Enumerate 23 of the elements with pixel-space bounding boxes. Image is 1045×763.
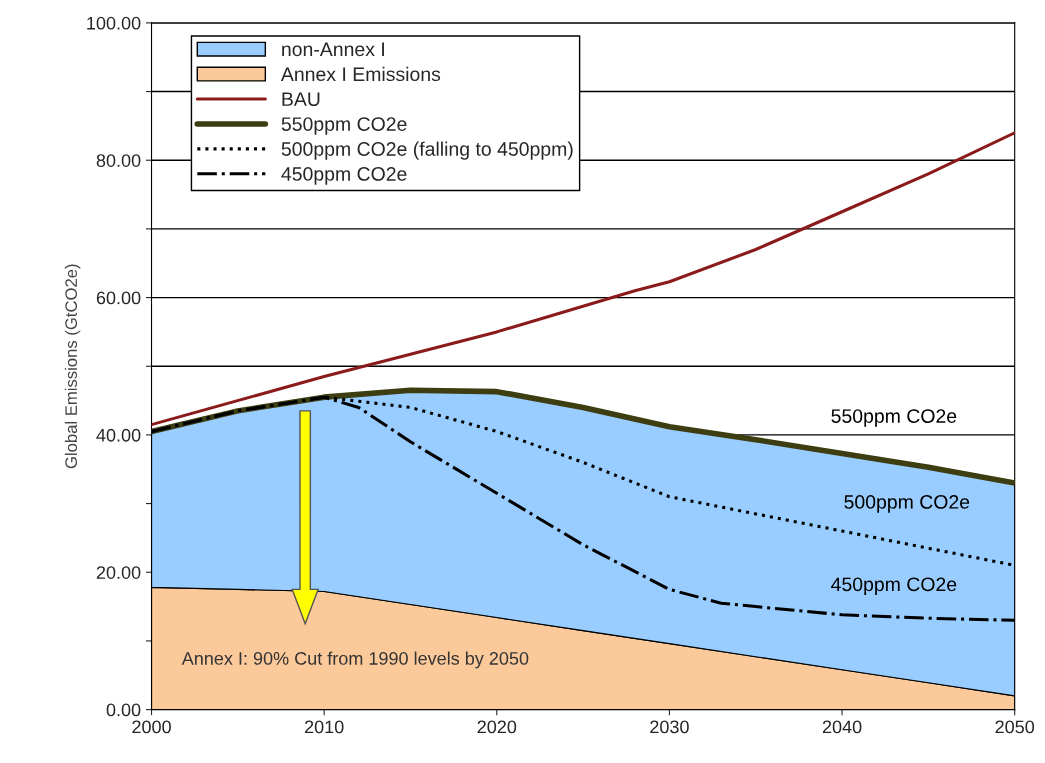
x-tick-label: 2020 [477,720,517,734]
annotation: 500ppm CO2e [844,495,970,513]
y-axis-title: Global Emissions (GtCO2e) [64,264,81,469]
legend-label: 500ppm CO2e (falling to 450ppm) [281,141,573,160]
x-tick-label: 2040 [822,720,862,734]
legend-label: non-Annex I [282,42,384,57]
legend-label: BAU [282,92,320,107]
legend-label: 450ppm CO2e [281,167,407,185]
x-tick-label: 2010 [304,720,344,734]
y-tick-label: 0.00 [106,703,141,717]
annotation: 550ppm CO2e [831,409,957,427]
x-tick-label: 2050 [995,720,1035,734]
y-tick-label: 80.00 [96,154,141,167]
y-tick-label: 20.00 [96,566,141,579]
legend-label: 550ppm CO2e [281,117,407,135]
y-tick-label: 100.00 [87,16,141,30]
annotation: 450ppm CO2e [831,577,957,596]
y-tick-label: 40.00 [96,428,141,442]
x-tick-label: 2030 [650,720,689,734]
legend-label: Annex I Emissions [280,66,441,82]
y-tick-label: 60.00 [96,291,141,305]
annotation: Annex I: 90% Cut from 1990 levels by 2050 [181,651,529,669]
x-tick-label: 2000 [132,720,171,734]
